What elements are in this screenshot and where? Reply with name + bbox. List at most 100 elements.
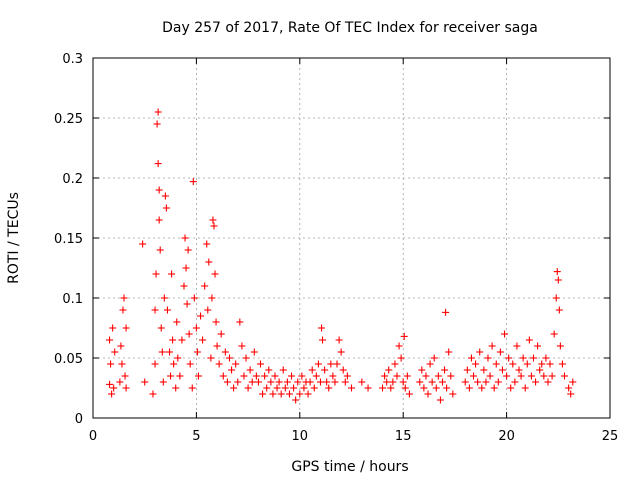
data-point <box>445 348 453 356</box>
data-point <box>242 354 250 362</box>
data-point <box>288 372 296 380</box>
data-point <box>197 312 205 320</box>
data-point <box>168 270 176 278</box>
data-point <box>186 360 194 368</box>
data-point <box>215 360 223 368</box>
data-point <box>190 294 198 302</box>
data-point <box>120 294 128 302</box>
data-point <box>540 372 548 380</box>
data-point <box>211 270 219 278</box>
data-point <box>400 332 408 340</box>
data-point <box>490 384 498 392</box>
data-point <box>492 360 500 368</box>
data-point <box>449 390 457 398</box>
data-point <box>401 384 409 392</box>
data-point <box>116 378 124 386</box>
data-point <box>304 390 312 398</box>
data-point <box>442 308 450 316</box>
data-point <box>155 216 163 224</box>
data-point <box>162 204 170 212</box>
data-point <box>420 384 428 392</box>
data-point <box>331 378 339 386</box>
data-point <box>156 246 164 254</box>
data-point <box>428 378 436 386</box>
data-point <box>259 390 267 398</box>
data-point <box>327 360 335 368</box>
data-point <box>160 294 168 302</box>
data-point <box>178 336 186 344</box>
data-point <box>263 384 271 392</box>
data-point <box>119 306 127 314</box>
data-point <box>308 366 316 374</box>
data-point <box>300 384 308 392</box>
data-point <box>438 378 446 386</box>
data-point <box>441 366 449 374</box>
data-point <box>108 390 116 398</box>
data-point <box>418 366 426 374</box>
data-point <box>232 360 240 368</box>
data-point <box>325 384 333 392</box>
data-point <box>447 372 455 380</box>
data-point <box>166 348 174 356</box>
data-point <box>176 372 184 380</box>
data-point <box>314 360 322 368</box>
data-point <box>513 342 521 350</box>
x-tick-label: 0 <box>89 429 97 444</box>
data-point <box>517 372 525 380</box>
data-point <box>422 372 430 380</box>
data-point <box>139 240 147 248</box>
y-tick-label: 0.2 <box>62 172 83 187</box>
data-point <box>213 342 221 350</box>
data-point <box>157 324 165 332</box>
data-point <box>204 306 212 314</box>
data-point <box>436 396 444 404</box>
data-point <box>281 384 289 392</box>
data-point <box>544 378 552 386</box>
data-point <box>110 384 118 392</box>
data-point <box>316 378 324 386</box>
data-point <box>189 178 197 186</box>
data-point <box>248 378 256 386</box>
data-point <box>217 330 225 338</box>
data-point <box>555 306 563 314</box>
data-point <box>343 372 351 380</box>
data-point <box>184 246 192 254</box>
data-point <box>397 354 405 362</box>
data-point <box>391 360 399 368</box>
data-point <box>494 378 502 386</box>
data-point <box>292 396 300 404</box>
data-point <box>321 366 329 374</box>
data-point <box>163 306 171 314</box>
data-point <box>538 360 546 368</box>
data-point <box>201 282 209 290</box>
data-point <box>225 354 233 362</box>
data-point <box>208 294 216 302</box>
x-tick-label: 20 <box>498 429 515 444</box>
data-point <box>188 384 196 392</box>
data-point <box>486 372 494 380</box>
data-point <box>536 366 544 374</box>
data-point <box>561 372 569 380</box>
data-point <box>467 354 475 362</box>
data-point <box>509 360 517 368</box>
data-point <box>169 336 177 344</box>
data-point <box>154 108 162 116</box>
data-point <box>275 378 283 386</box>
data-point <box>152 270 160 278</box>
data-point <box>277 390 285 398</box>
data-point <box>236 318 244 326</box>
data-point <box>385 366 393 374</box>
data-point <box>111 348 119 356</box>
data-point <box>194 372 202 380</box>
data-point <box>298 372 306 380</box>
data-point <box>519 354 527 362</box>
data-point <box>542 354 550 362</box>
data-point <box>341 378 349 386</box>
y-tick-label: 0.15 <box>54 232 83 247</box>
data-point <box>484 354 492 362</box>
data-point <box>552 294 560 302</box>
x-tick-label: 25 <box>602 429 619 444</box>
y-tick-label: 0.3 <box>62 52 83 67</box>
data-point <box>548 372 556 380</box>
